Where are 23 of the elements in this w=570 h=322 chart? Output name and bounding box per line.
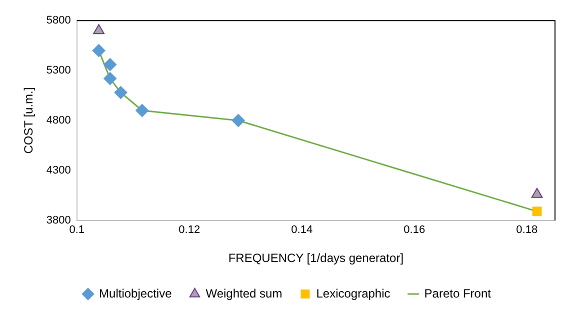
- x-axis-title: FREQUENCY [1/days generator]: [228, 251, 404, 266]
- x-tick-label: 0.18: [516, 224, 538, 236]
- point: [532, 206, 542, 216]
- legend-label: Pareto Front: [424, 286, 492, 300]
- y-tick-label: 4800: [46, 114, 71, 127]
- x-tick-label: 0.14: [291, 224, 313, 236]
- y-tick-label: 3800: [46, 214, 71, 226]
- x-tick-label: 0.12: [178, 224, 200, 236]
- x-tick-label: 0.16: [404, 224, 426, 236]
- point: [92, 44, 106, 58]
- point: [136, 104, 149, 118]
- point: [104, 58, 117, 72]
- legend-label: Multiobjective: [99, 286, 172, 300]
- legend-label: Weighted sum: [206, 286, 282, 300]
- point: [232, 114, 245, 127]
- y-axis-title: COST [u.m.]: [22, 87, 36, 154]
- y-tick-label: 5300: [46, 64, 71, 77]
- point: [114, 86, 128, 100]
- point: [104, 72, 117, 86]
- y-tick-label: 5800: [46, 14, 71, 27]
- legend-label: Lexicographic: [316, 286, 390, 300]
- x-tick-label: 0.1: [69, 224, 85, 236]
- y-tick-label: 4300: [46, 164, 71, 176]
